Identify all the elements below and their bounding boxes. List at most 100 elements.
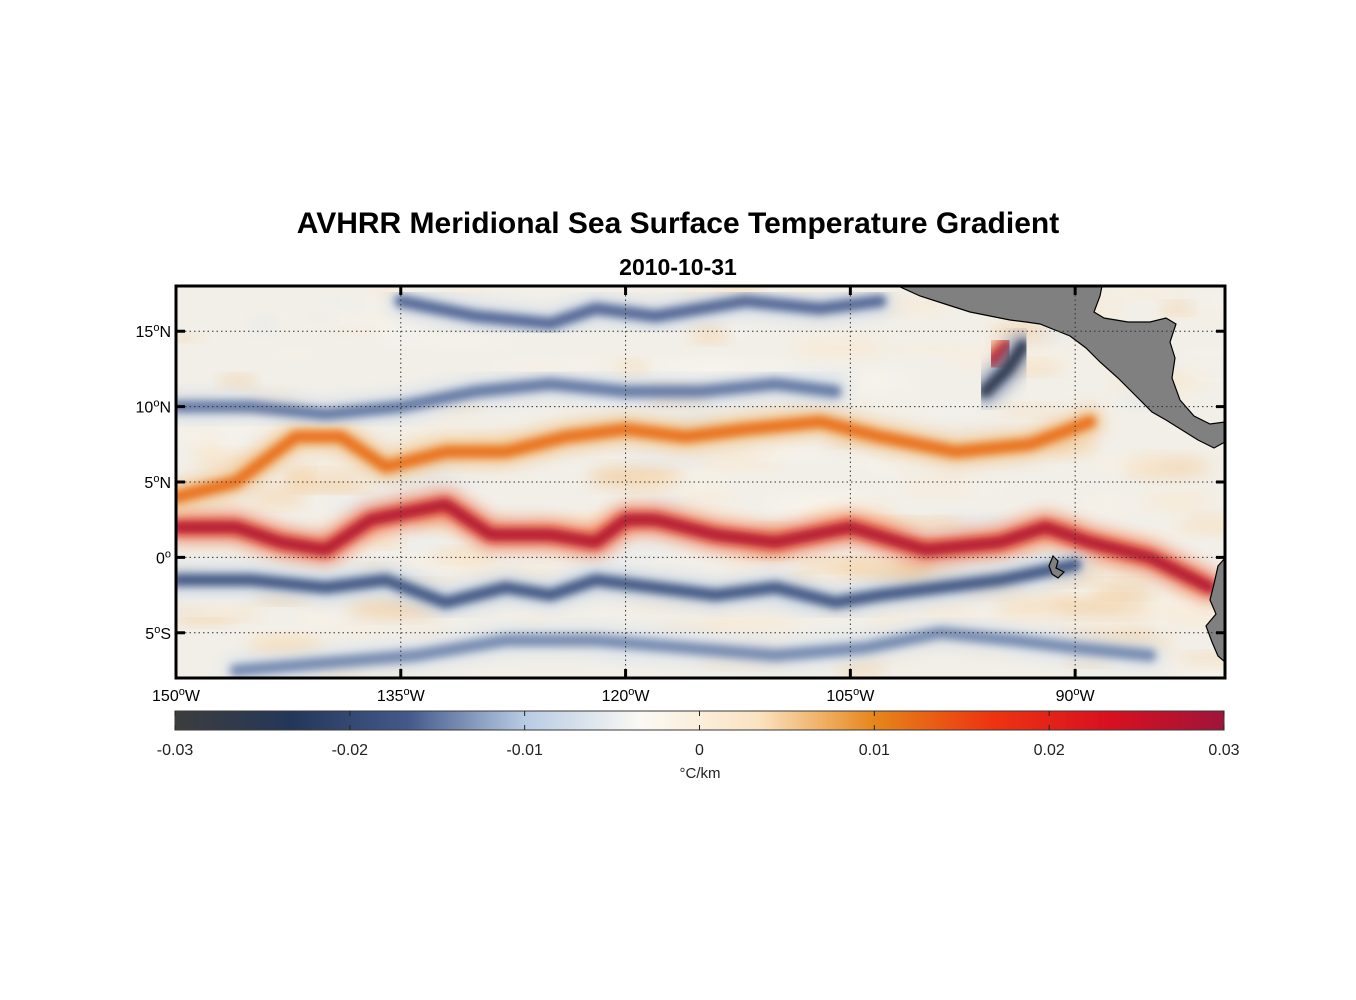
- colorbar-tick-label: 0: [695, 742, 704, 759]
- longitude-label: 150oW: [152, 686, 201, 705]
- graticule: [176, 286, 1225, 678]
- colorbar-ticks: -0.03 -0.02 -0.01 0 0.01 0.02 0.03: [157, 711, 1240, 759]
- texture-blob: [1062, 620, 1140, 634]
- texture-blob: [501, 610, 554, 619]
- texture-blob: [279, 471, 369, 488]
- cold-band-top: [394, 295, 887, 330]
- map-title: AVHRR Meridional Sea Surface Temperature…: [296, 207, 1060, 240]
- texture-blob: [272, 349, 319, 357]
- texture-blob: [703, 465, 772, 472]
- colorbar-unit-label: °C/km: [680, 765, 721, 782]
- texture-blob: [442, 286, 488, 294]
- texture-blob: [879, 518, 966, 527]
- latitude-label: 15oN: [136, 322, 171, 341]
- texture-blob: [615, 361, 649, 377]
- latitude-label: 0o: [156, 548, 171, 567]
- texture-blob: [321, 627, 402, 637]
- texture-blob: [213, 504, 309, 511]
- map-panel: 150oW 135oW 120oW 105oW 90oW 15oN 10oN 5oN 0o 5o…: [136, 284, 1227, 705]
- latitude-label: 5oS: [145, 624, 171, 643]
- texture-blob: [920, 603, 978, 621]
- texture-blob: [628, 476, 682, 488]
- cold-band-north: [176, 378, 842, 421]
- texture-blob: [500, 360, 575, 369]
- longitude-label: 105oW: [826, 686, 875, 705]
- texture-blob: [798, 559, 875, 570]
- texture-blob: [692, 452, 784, 467]
- latitude-labels: 15oN 10oN 5oN 0o 5oS: [136, 322, 171, 643]
- texture-blob: [790, 337, 886, 358]
- equatorial-warm-front: [176, 498, 1216, 594]
- colorbar-tick-label: 0.03: [1208, 742, 1239, 759]
- texture-blob: [593, 554, 642, 567]
- axis-ticks: [174, 286, 1225, 678]
- map-date: 2010-10-31: [619, 254, 737, 280]
- texture-blob: [403, 626, 449, 638]
- texture-blob: [246, 318, 277, 333]
- texture-blob: [678, 330, 712, 338]
- texture-blob: [835, 660, 886, 677]
- texture-blob: [378, 475, 460, 494]
- texture-blob: [1091, 581, 1157, 596]
- colorbar-tick-label: -0.03: [157, 742, 194, 759]
- colorbar: -0.03 -0.02 -0.01 0 0.01 0.02 0.03 °C/km: [157, 710, 1240, 782]
- texture-blob: [897, 482, 997, 492]
- texture-blob: [887, 344, 979, 353]
- texture-blob: [935, 512, 1016, 531]
- longitude-label: 135oW: [377, 686, 426, 705]
- texture-blob: [292, 461, 363, 470]
- texture-blob: [556, 457, 605, 465]
- longitude-labels: 150oW 135oW 120oW 105oW 90oW: [152, 686, 1096, 705]
- colorbar-tick-label: 0.02: [1034, 742, 1065, 759]
- texture-blob: [1109, 606, 1201, 619]
- texture-blob: [918, 403, 985, 416]
- texture-blob: [616, 454, 714, 467]
- texture-blob: [1079, 497, 1134, 513]
- texture-blob: [717, 317, 747, 334]
- texture-blob: [391, 556, 475, 567]
- texture-blob: [1189, 310, 1225, 321]
- texture-blob: [870, 464, 899, 473]
- northern-warm-band: [176, 415, 1097, 504]
- colorbar-tick-label: 0.01: [859, 742, 890, 759]
- texture-blob: [518, 617, 548, 625]
- texture-blob: [398, 528, 447, 548]
- texture-blob: [176, 619, 234, 627]
- texture-blob: [571, 358, 600, 368]
- texture-blob: [1173, 666, 1225, 678]
- texture-blob: [301, 614, 346, 626]
- texture-blob: [1090, 457, 1170, 471]
- texture-blob: [1201, 295, 1225, 306]
- texture-blob: [250, 486, 308, 506]
- texture-blob: [176, 334, 206, 341]
- texture-blob: [953, 652, 1017, 661]
- colorbar-tick-label: -0.01: [506, 742, 543, 759]
- texture-blob: [300, 313, 337, 322]
- texture-blob: [675, 491, 735, 507]
- texture-blob: [607, 544, 680, 556]
- texture-blob: [927, 424, 1007, 432]
- texture-blob: [869, 619, 911, 630]
- cold-band-far-south: [229, 626, 1157, 677]
- texture-blob: [748, 444, 826, 458]
- texture-blob: [703, 614, 798, 633]
- warm-eddy-gulf-of-tehuantepec: [986, 340, 1014, 368]
- texture-blob: [307, 301, 370, 313]
- texture-blob: [1084, 564, 1153, 575]
- texture-blob: [723, 553, 758, 572]
- texture-blob: [253, 637, 318, 656]
- longitude-label: 90oW: [1056, 686, 1096, 705]
- texture-blob: [1155, 311, 1197, 318]
- texture-blob: [1175, 654, 1225, 666]
- longitude-label: 120oW: [602, 686, 651, 705]
- land-layer: [897, 286, 1225, 663]
- central-america-land: [897, 286, 1225, 449]
- texture-blob: [514, 565, 578, 572]
- texture-blob: [379, 328, 432, 344]
- texture-blob: [839, 373, 886, 390]
- texture-blob: [1177, 515, 1225, 533]
- cold-eddy-gulf-of-tehuantepec: [979, 340, 1029, 398]
- galapagos-islands: [1048, 554, 1066, 579]
- texture-blob: [952, 505, 1052, 513]
- texture-blob: [1142, 492, 1214, 510]
